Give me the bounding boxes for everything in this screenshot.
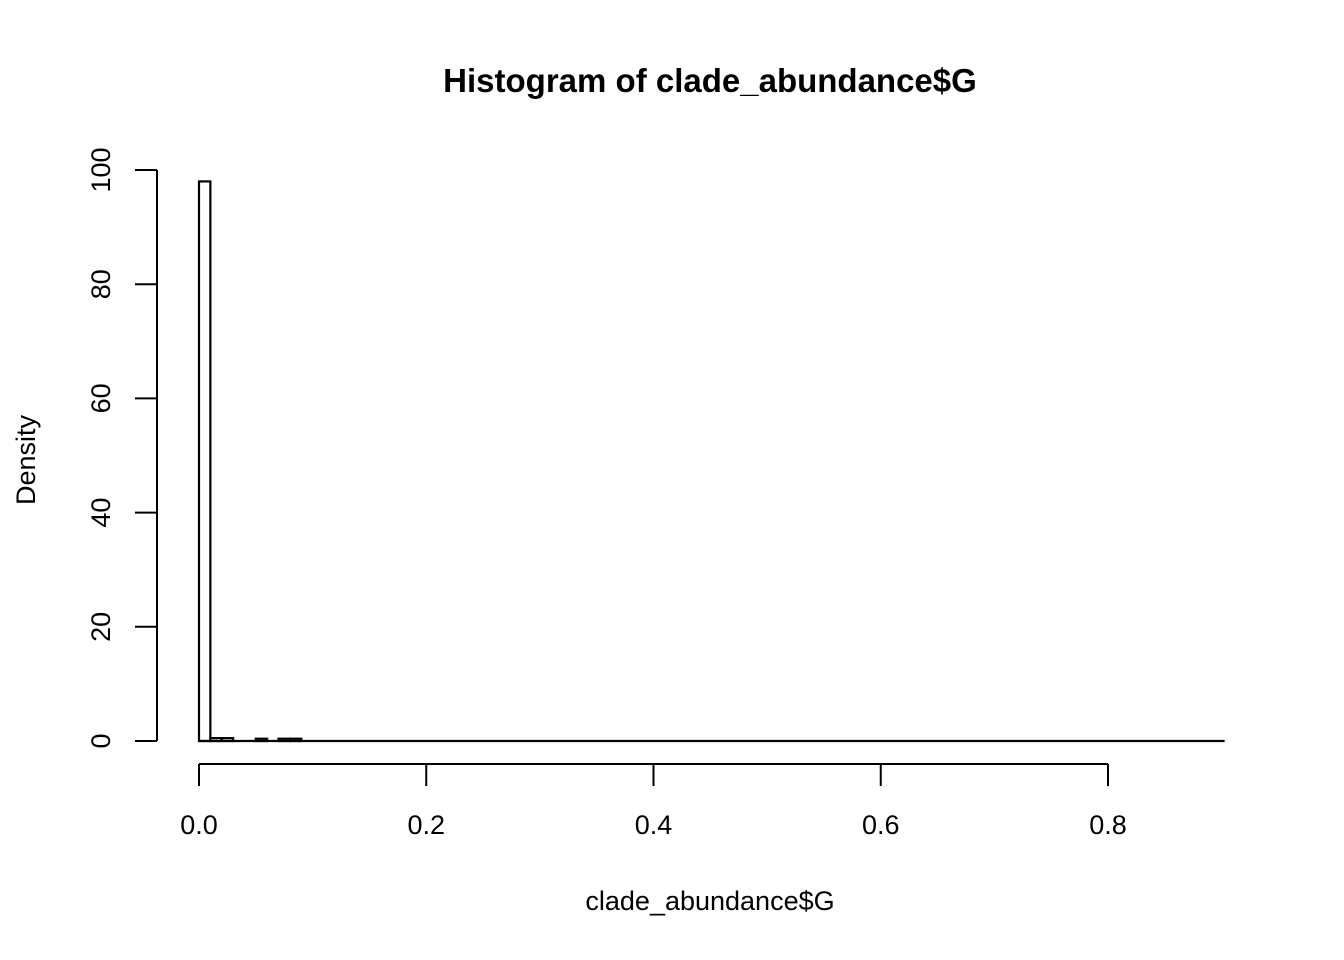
x-tick-label: 0.0 [180, 810, 218, 840]
y-tick-label: 80 [86, 269, 116, 299]
y-axis: 0 20 40 60 80 100 [86, 147, 158, 749]
x-tick-label: 0.8 [1089, 810, 1127, 840]
x-tick-label: 0.4 [635, 810, 673, 840]
y-tick-label: 0 [86, 733, 116, 748]
y-tick-label: 20 [86, 612, 116, 642]
histogram-bar [197, 180, 212, 743]
x-axis-label: clade_abundance$G [585, 886, 834, 916]
x-tick-label: 0.6 [862, 810, 900, 840]
y-tick-label: 40 [86, 498, 116, 528]
y-axis-label: Density [11, 414, 41, 505]
y-tick-label: 100 [86, 147, 116, 192]
x-tick-label: 0.2 [407, 810, 445, 840]
histogram-bars [197, 180, 1225, 743]
x-axis: 0.0 0.2 0.4 0.6 0.8 [180, 763, 1127, 840]
y-tick-label: 60 [86, 383, 116, 413]
chart-title: Histogram of clade_abundance$G [443, 62, 977, 99]
